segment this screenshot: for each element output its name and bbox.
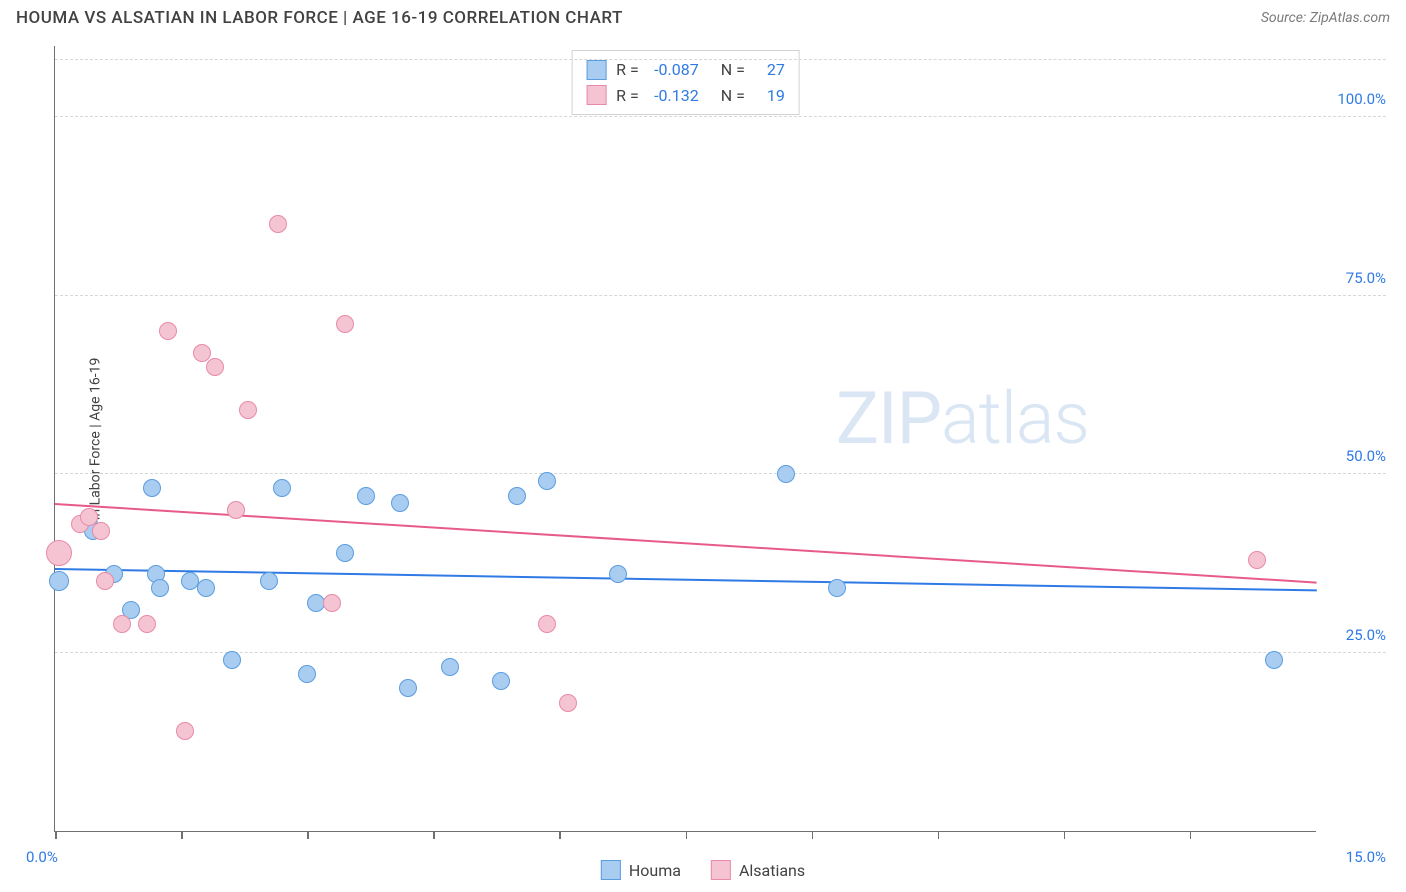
gridline [55,116,1386,117]
data-point [559,694,577,712]
x-tick [307,831,309,839]
data-point [273,479,291,497]
correlation-row: R = -0.087 N = 27 [586,57,785,83]
r-label: R = [616,57,639,83]
data-point [391,494,409,512]
data-point [336,315,354,333]
x-tick [938,831,940,839]
n-label: N = [721,57,745,83]
data-point [441,658,459,676]
data-point [46,540,72,566]
data-point [777,465,795,483]
x-axis-max-label: 15.0% [1346,848,1386,866]
legend-swatch [586,85,606,105]
data-point [92,522,110,540]
data-point [538,472,556,490]
legend-swatch [711,860,731,880]
data-point [323,594,341,612]
data-point [336,544,354,562]
legend-label: Alsatians [739,861,805,880]
x-tick [181,831,183,839]
data-point [1248,551,1266,569]
data-point [113,615,131,633]
legend-label: Houma [629,861,681,880]
chart-title: HOUMA VS ALSATIAN IN LABOR FORCE | AGE 1… [16,8,623,28]
x-tick [686,831,688,839]
data-point [151,579,169,597]
data-point [197,579,215,597]
x-axis-min-label: 0.0% [26,848,58,866]
data-point [143,479,161,497]
watermark: ZIPatlas [836,376,1089,461]
gridline [55,295,1386,296]
x-tick [433,831,435,839]
y-tick-label: 50.0% [1346,447,1386,465]
data-point [508,487,526,505]
data-point [298,665,316,683]
legend-swatch [601,860,621,880]
x-tick [1064,831,1066,839]
gridline [55,59,1386,60]
data-point [399,679,417,697]
data-point [260,572,278,590]
data-point [492,672,510,690]
legend-item: Houma [601,860,681,880]
gridline [55,473,1386,474]
legend-item: Alsatians [711,860,805,880]
gridline [55,652,1386,653]
plot-area: ZIPatlas R =-0.087N =27R =-0.132N =19 25… [54,46,1316,832]
data-point [138,615,156,633]
x-tick [559,831,561,839]
data-point [206,358,224,376]
series-legend: Houma Alsatians [601,860,805,880]
n-label: N = [721,83,745,109]
data-point [239,401,257,419]
data-point [49,571,69,591]
data-point [159,322,177,340]
data-point [1265,651,1283,669]
y-tick-label: 100.0% [1337,90,1386,108]
x-tick [812,831,814,839]
data-point [828,579,846,597]
data-point [357,487,375,505]
n-value: 19 [755,83,785,109]
data-point [307,594,325,612]
legend-swatch [586,60,606,80]
data-point [609,565,627,583]
n-value: 27 [755,57,785,83]
data-point [269,215,287,233]
data-point [227,501,245,519]
y-tick-label: 25.0% [1346,626,1386,644]
r-value: -0.132 [649,83,699,109]
data-point [223,651,241,669]
data-point [538,615,556,633]
x-tick [55,831,57,839]
data-point [181,572,199,590]
source-label: Source: ZipAtlas.com [1261,10,1390,26]
chart-container: In Labor Force | Age 16-19 ZIPatlas R =-… [40,46,1316,832]
data-point [96,572,114,590]
r-label: R = [616,83,639,109]
y-tick-label: 75.0% [1346,269,1386,287]
correlation-row: R = -0.132 N = 19 [586,83,785,109]
x-tick [1190,831,1192,839]
data-point [176,722,194,740]
r-value: -0.087 [649,57,699,83]
